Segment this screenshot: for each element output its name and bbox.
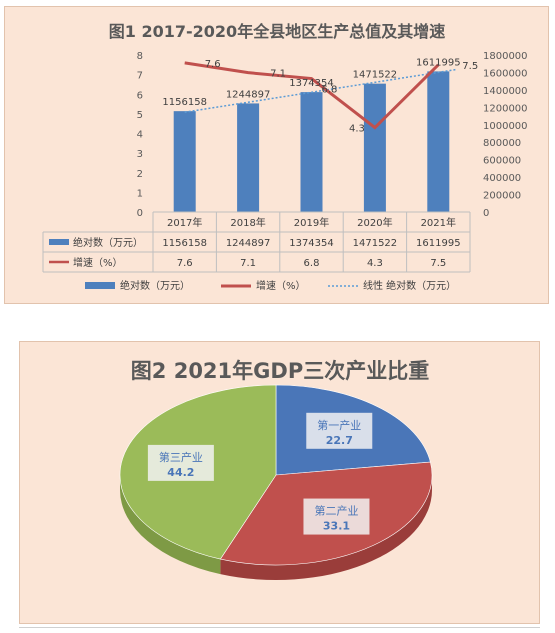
slice-name-label: 第二产业 xyxy=(314,504,358,518)
legend-label: 绝对数（万元） xyxy=(120,279,190,292)
table-cell: 1156158 xyxy=(162,238,207,249)
table-row-header: 增速（%） xyxy=(73,256,123,269)
table-cell: 1374354 xyxy=(289,238,334,249)
legend-label: 线性 绝对数（万元） xyxy=(363,279,456,292)
left-axis-tick: 6 xyxy=(137,90,143,101)
combo-chart: 图1 2017-2020年全县地区生产总值及其增速 0 1 2 3 4 5 6 7 8 0 200… xyxy=(42,22,528,292)
bar xyxy=(173,111,196,212)
left-axis-tick: 8 xyxy=(137,51,143,62)
trendline xyxy=(184,68,457,113)
bar-value-label: 1244897 xyxy=(226,89,271,100)
bottom-divider xyxy=(19,627,540,628)
slice-value-label: 33.1 xyxy=(323,520,350,533)
table-row-header: 绝对数（万元） xyxy=(73,236,143,249)
left-axis-tick: 5 xyxy=(137,110,143,121)
line-value-label: 4.3 xyxy=(349,124,365,135)
category-label: 2018年 xyxy=(230,216,265,229)
legend-label: 增速（%） xyxy=(256,279,306,292)
right-axis-tick: 1800000 xyxy=(483,51,528,62)
right-axis-tick: 1400000 xyxy=(483,86,528,97)
category-label: 2019年 xyxy=(294,216,329,229)
bar-value-label: 1611995 xyxy=(416,57,461,68)
bar-value-label: 1374354 xyxy=(289,78,334,89)
left-axis-tick: 0 xyxy=(137,208,143,219)
left-axis-tick: 7 xyxy=(137,71,143,82)
pie-chart: 图2 2021年GDP三次产业比重 第一产业 22.7 第二产业 33.1 第三产业 44… xyxy=(119,359,433,580)
table-cell: 7.6 xyxy=(177,258,193,269)
left-axis-tick: 3 xyxy=(137,149,143,160)
right-axis-tick: 0 xyxy=(483,208,489,219)
line-value-label: 7.5 xyxy=(462,61,478,72)
bar xyxy=(237,103,260,212)
table-cell: 7.1 xyxy=(240,258,256,269)
line-value-label: 7.6 xyxy=(205,59,221,70)
left-axis-tick: 2 xyxy=(137,169,143,180)
legend-key-bar xyxy=(85,282,115,289)
bar-value-label: 1471522 xyxy=(353,70,398,81)
table-key-bar xyxy=(49,239,69,245)
table-cell: 1471522 xyxy=(353,238,398,249)
category-label: 2017年 xyxy=(167,216,202,229)
table-cell: 6.8 xyxy=(304,258,320,269)
category-label: 2020年 xyxy=(357,216,392,229)
bar xyxy=(427,71,450,212)
right-axis-tick: 400000 xyxy=(483,173,521,184)
category-label: 2021年 xyxy=(421,216,456,229)
right-axis-tick: 200000 xyxy=(483,191,521,202)
chart2-panel: 图2 2021年GDP三次产业比重 第一产业 22.7 第二产业 33.1 第三产业 44… xyxy=(19,341,540,624)
table-cell: 4.3 xyxy=(367,258,383,269)
table-cell: 1611995 xyxy=(416,238,461,249)
chart1-title: 图1 2017-2020年全县地区生产总值及其增速 xyxy=(109,22,445,41)
slice-label-box xyxy=(147,444,214,481)
pie-slice-side xyxy=(120,475,221,575)
slice-name-label: 第三产业 xyxy=(159,450,203,464)
bar xyxy=(363,83,386,213)
growth-line xyxy=(184,61,440,130)
slice-label-box xyxy=(303,498,370,535)
table-cell: 7.5 xyxy=(430,258,446,269)
bar xyxy=(300,92,323,212)
right-axis-tick: 600000 xyxy=(483,156,521,167)
chart1-panel: 图1 2017-2020年全县地区生产总值及其增速 0 1 2 3 4 5 6 7 8 0 200… xyxy=(4,6,549,304)
left-axis-tick: 1 xyxy=(137,188,143,199)
line-value-label: 6.8 xyxy=(322,85,338,96)
pie-slice-side xyxy=(220,475,432,580)
right-axis-tick: 1200000 xyxy=(483,103,528,114)
line-value-label: 7.1 xyxy=(270,69,286,80)
right-axis-tick: 1000000 xyxy=(483,121,528,132)
left-axis-tick: 4 xyxy=(137,130,143,141)
slice-value-label: 22.7 xyxy=(326,434,353,447)
bar-value-label: 1156158 xyxy=(162,97,207,108)
right-axis-tick: 800000 xyxy=(483,138,521,149)
slice-name-label: 第一产业 xyxy=(317,418,361,432)
chart2-title: 图2 2021年GDP三次产业比重 xyxy=(131,359,429,383)
slice-label-box xyxy=(306,412,373,449)
right-axis-tick: 1600000 xyxy=(483,68,528,79)
table-cell: 1244897 xyxy=(226,238,271,249)
slice-value-label: 44.2 xyxy=(167,466,194,479)
